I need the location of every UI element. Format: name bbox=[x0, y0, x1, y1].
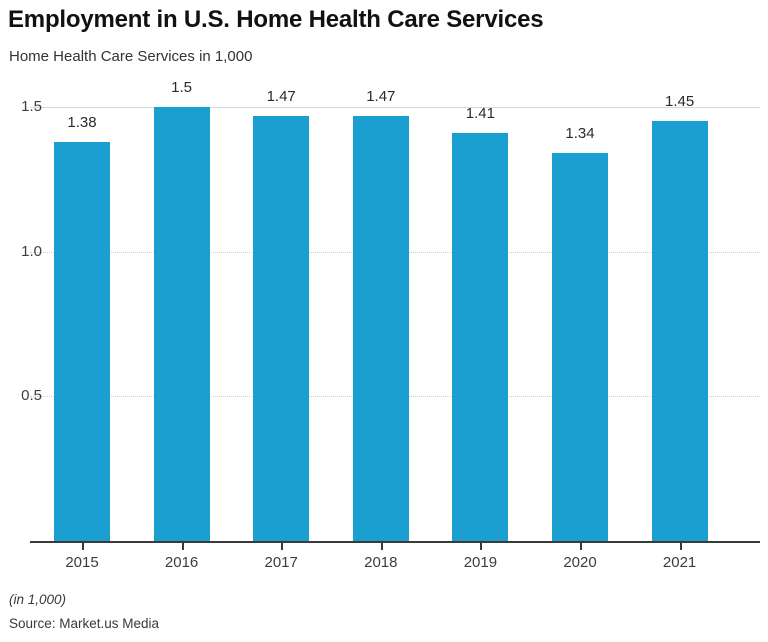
bar-2017[interactable] bbox=[253, 115, 310, 541]
bar-2019[interactable] bbox=[452, 133, 509, 541]
bar-2016[interactable] bbox=[153, 107, 210, 541]
gridline-1.5 bbox=[30, 107, 760, 108]
x-axis-tick-2020 bbox=[580, 542, 582, 550]
bar-value-label-2021: 1.45 bbox=[664, 93, 695, 111]
x-axis-tick-2015 bbox=[82, 542, 84, 550]
chart-subtitle: Home Health Care Services in 1,000 bbox=[9, 48, 253, 65]
x-axis-tick-2021 bbox=[679, 542, 682, 550]
x-axis-tick-2017 bbox=[281, 542, 284, 550]
x-axis-label-2020: 2020 bbox=[563, 554, 597, 571]
x-axis-line bbox=[30, 541, 760, 543]
x-axis-label-2021: 2021 bbox=[662, 554, 697, 571]
bar-value-label-2017: 1.47 bbox=[266, 87, 296, 105]
y-axis-tick-label: 1.5 bbox=[21, 98, 42, 115]
bar-2020[interactable] bbox=[552, 153, 608, 541]
x-axis-label-2019: 2019 bbox=[463, 554, 498, 571]
footer-source: Source: Market.us Media bbox=[9, 616, 160, 631]
footer-note: (in 1,000) bbox=[9, 592, 67, 607]
x-axis-label-2015: 2015 bbox=[65, 554, 99, 571]
x-axis-label-2017: 2017 bbox=[264, 554, 298, 571]
bar-2018[interactable] bbox=[352, 115, 409, 541]
plot-area: 0.5 1.0 1.5 1.38 1.5 1.47 1.47 1.41 1.34 1.45 20… bbox=[21, 79, 760, 571]
x-axis-label-2016: 2016 bbox=[164, 554, 199, 571]
bar-value-label-2020: 1.34 bbox=[565, 125, 595, 143]
bar-value-label-2016: 1.5 bbox=[171, 79, 193, 96]
bar-series bbox=[54, 107, 708, 541]
x-axis-tick-2019 bbox=[480, 542, 483, 550]
x-axis-label-2018: 2018 bbox=[364, 554, 398, 571]
y-axis-tick-label: 0.5 bbox=[21, 387, 42, 405]
x-axis-tick-2018 bbox=[380, 542, 383, 550]
page-title: Employment in U.S. Home Health Care Serv… bbox=[8, 6, 544, 33]
bar-value-label-2015: 1.38 bbox=[67, 113, 97, 131]
y-axis-tick-label: 1.0 bbox=[21, 242, 42, 260]
bar-value-label-2019: 1.41 bbox=[465, 105, 495, 123]
bar-value-label-2018: 1.47 bbox=[366, 87, 396, 105]
x-axis-tick-2016 bbox=[181, 542, 184, 550]
bar-2015[interactable] bbox=[54, 141, 110, 541]
bar-2021[interactable] bbox=[651, 121, 708, 541]
